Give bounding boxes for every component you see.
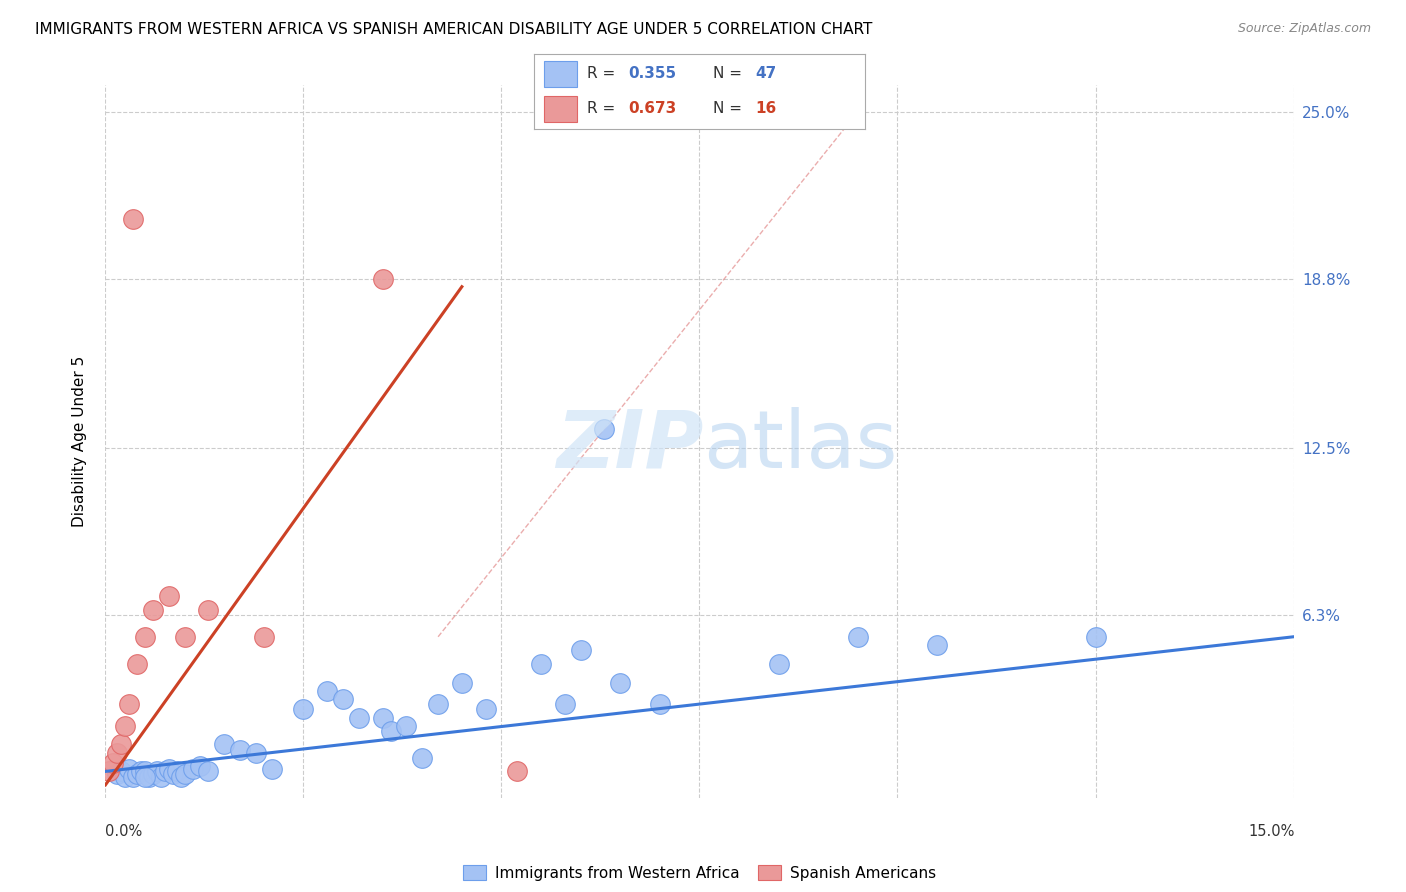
Point xyxy=(157,762,180,776)
Point xyxy=(173,630,195,644)
Text: 16: 16 xyxy=(755,101,778,116)
Point xyxy=(395,718,418,732)
Point xyxy=(149,770,172,784)
Point xyxy=(114,718,136,732)
Point xyxy=(380,724,402,739)
Point xyxy=(173,767,195,781)
Point xyxy=(554,697,576,711)
Point xyxy=(450,675,472,690)
Point xyxy=(253,630,276,644)
Point xyxy=(229,743,252,757)
Point xyxy=(166,764,188,779)
Text: 47: 47 xyxy=(755,67,778,81)
Point xyxy=(134,764,156,779)
Point xyxy=(110,764,132,779)
Point xyxy=(530,657,553,671)
Text: atlas: atlas xyxy=(703,407,897,485)
Point xyxy=(103,756,125,771)
Point xyxy=(347,710,370,724)
Text: 0.355: 0.355 xyxy=(628,67,676,81)
Point xyxy=(506,764,529,779)
Point xyxy=(118,697,141,711)
Point xyxy=(105,767,128,781)
Point xyxy=(371,271,394,285)
Point xyxy=(260,762,283,776)
Point xyxy=(127,657,149,671)
Y-axis label: Disability Age Under 5: Disability Age Under 5 xyxy=(72,356,87,527)
Point xyxy=(142,603,165,617)
Legend: Immigrants from Western Africa, Spanish Americans: Immigrants from Western Africa, Spanish … xyxy=(457,859,942,887)
Point xyxy=(114,770,136,784)
Point xyxy=(142,767,165,781)
Text: 15.0%: 15.0% xyxy=(1249,824,1295,838)
Point xyxy=(190,759,212,773)
Point xyxy=(609,675,631,690)
Point xyxy=(245,746,267,760)
Point xyxy=(648,697,671,711)
Point xyxy=(197,764,219,779)
Point xyxy=(332,691,354,706)
Point xyxy=(127,767,149,781)
Text: 0.673: 0.673 xyxy=(628,101,676,116)
Text: R =: R = xyxy=(588,101,620,116)
Point xyxy=(105,746,128,760)
Point xyxy=(138,770,160,784)
Point xyxy=(768,657,790,671)
Point xyxy=(129,764,152,779)
Text: N =: N = xyxy=(713,101,747,116)
Bar xyxy=(544,62,578,87)
Point xyxy=(197,603,219,617)
Point xyxy=(411,751,433,765)
Point xyxy=(122,770,145,784)
Point xyxy=(170,770,193,784)
Point xyxy=(1084,630,1107,644)
Point xyxy=(98,764,121,779)
Text: ZIP: ZIP xyxy=(555,407,703,485)
Point xyxy=(316,683,339,698)
Bar xyxy=(544,96,578,122)
Point xyxy=(927,638,949,652)
Point xyxy=(110,738,132,752)
Point xyxy=(122,212,145,227)
Point xyxy=(593,422,616,436)
Point xyxy=(146,764,169,779)
Point xyxy=(134,770,156,784)
Point xyxy=(157,590,180,604)
Point xyxy=(569,643,592,657)
Point xyxy=(134,630,156,644)
Text: Source: ZipAtlas.com: Source: ZipAtlas.com xyxy=(1237,22,1371,36)
Text: IMMIGRANTS FROM WESTERN AFRICA VS SPANISH AMERICAN DISABILITY AGE UNDER 5 CORREL: IMMIGRANTS FROM WESTERN AFRICA VS SPANIS… xyxy=(35,22,873,37)
Text: N =: N = xyxy=(713,67,747,81)
Point xyxy=(846,630,869,644)
Point xyxy=(474,702,496,716)
Text: 0.0%: 0.0% xyxy=(105,824,142,838)
Point xyxy=(153,764,176,779)
Point xyxy=(118,762,141,776)
Point xyxy=(371,710,394,724)
Point xyxy=(181,762,204,776)
Text: R =: R = xyxy=(588,67,620,81)
Point xyxy=(292,702,315,716)
Point xyxy=(162,767,184,781)
Point xyxy=(214,738,236,752)
Point xyxy=(427,697,450,711)
